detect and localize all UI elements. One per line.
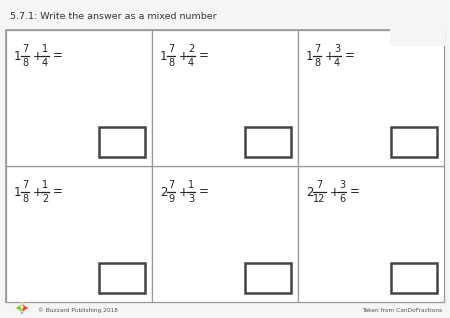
Text: 1: 1 — [306, 50, 314, 63]
Text: +: + — [179, 185, 189, 198]
Text: 7: 7 — [316, 181, 323, 190]
Text: =: = — [53, 50, 63, 63]
Circle shape — [21, 306, 23, 308]
Bar — [245, 127, 291, 157]
Text: =: = — [350, 185, 360, 198]
Text: Taken from CanDoFractions: Taken from CanDoFractions — [362, 308, 442, 313]
Text: 1: 1 — [160, 50, 167, 63]
Text: 2: 2 — [306, 185, 314, 198]
Text: 3: 3 — [188, 193, 194, 204]
Bar — [391, 263, 437, 293]
Text: 7: 7 — [22, 181, 28, 190]
Text: 2: 2 — [188, 45, 194, 54]
Text: +: + — [33, 185, 43, 198]
Bar — [99, 263, 145, 293]
Bar — [152, 30, 298, 166]
Text: 9: 9 — [168, 193, 174, 204]
Bar — [6, 30, 152, 166]
Text: 8: 8 — [314, 58, 320, 67]
Polygon shape — [15, 304, 22, 312]
Text: 7: 7 — [168, 45, 174, 54]
Text: 1: 1 — [188, 181, 194, 190]
Bar — [152, 166, 298, 302]
Text: =: = — [345, 50, 355, 63]
Bar — [298, 166, 444, 302]
Text: 3: 3 — [334, 45, 340, 54]
Bar — [390, 1, 445, 46]
Text: 12: 12 — [313, 193, 326, 204]
Text: 5.7.1: Write the answer as a mixed number: 5.7.1: Write the answer as a mixed numbe… — [10, 12, 216, 21]
Text: © Buzzard Publishing 2018: © Buzzard Publishing 2018 — [38, 307, 118, 313]
Polygon shape — [18, 308, 26, 315]
Text: 8: 8 — [168, 58, 174, 67]
Text: +: + — [325, 50, 335, 63]
Text: 2: 2 — [160, 185, 167, 198]
Polygon shape — [22, 304, 29, 312]
Bar — [6, 166, 152, 302]
Bar — [245, 263, 291, 293]
Text: =: = — [53, 185, 63, 198]
Text: =: = — [199, 50, 209, 63]
Text: 4: 4 — [334, 58, 340, 67]
Text: 7: 7 — [168, 181, 174, 190]
Text: 4: 4 — [42, 58, 48, 67]
Bar — [6, 30, 444, 302]
Text: +: + — [330, 185, 340, 198]
Bar — [298, 30, 444, 166]
Text: 7: 7 — [314, 45, 320, 54]
Bar — [99, 127, 145, 157]
Text: 1: 1 — [42, 45, 48, 54]
Text: +: + — [179, 50, 189, 63]
Text: 7: 7 — [22, 45, 28, 54]
Text: =: = — [199, 185, 209, 198]
Text: 1: 1 — [42, 181, 48, 190]
Text: +: + — [33, 50, 43, 63]
Text: 1: 1 — [14, 185, 22, 198]
Text: 4: 4 — [188, 58, 194, 67]
Text: 2: 2 — [42, 193, 48, 204]
Text: 6: 6 — [339, 193, 345, 204]
Polygon shape — [18, 301, 26, 308]
Bar — [391, 127, 437, 157]
Text: 8: 8 — [22, 193, 28, 204]
Text: 8: 8 — [22, 58, 28, 67]
Text: 3: 3 — [339, 181, 345, 190]
Text: 1: 1 — [14, 50, 22, 63]
